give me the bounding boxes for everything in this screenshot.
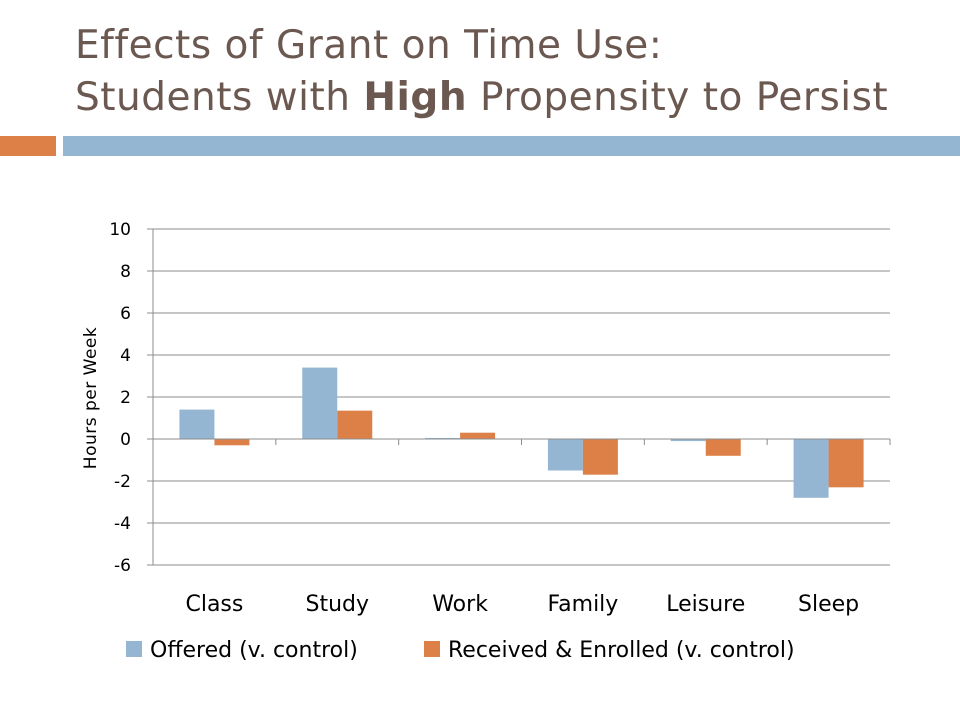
y-tick-label: 8 <box>120 262 131 282</box>
bar-offered-sleep <box>793 439 829 498</box>
x-category-label: Work <box>432 592 488 617</box>
bar-received-work <box>460 432 496 439</box>
bar-offered-leisure <box>670 439 706 442</box>
legend-label: Offered (v. control) <box>150 638 358 663</box>
bar-received-family <box>582 439 618 475</box>
legend-swatch <box>424 641 440 657</box>
x-category-label: Family <box>548 592 619 617</box>
y-tick-label: -2 <box>114 472 131 492</box>
title-line-1: Effects of Grant on Time Use: <box>75 23 663 68</box>
y-tick-label: 4 <box>120 346 131 366</box>
x-category-labels: Class Study Work Family Leisure Sleep <box>185 592 859 617</box>
bars <box>153 367 890 498</box>
x-category-label: Leisure <box>666 592 745 617</box>
slide-title: Effects of Grant on Time Use: Students w… <box>75 20 888 124</box>
bar-received-study <box>337 410 373 439</box>
y-tick-label: -6 <box>114 556 131 576</box>
y-tick-label: 6 <box>120 304 131 324</box>
title-line-2-suffix: Propensity to Persist <box>467 75 889 120</box>
y-tick-label: -4 <box>114 514 131 534</box>
legend-swatch <box>126 641 142 657</box>
title-line-2-bold: High <box>363 75 468 120</box>
title-accent-blue-bar <box>63 136 960 156</box>
bar-offered-study <box>302 367 338 439</box>
x-category-label: Class <box>185 592 243 617</box>
title-line-2-prefix: Students with <box>75 75 364 120</box>
axes <box>147 228 891 566</box>
y-axis-label: Hours per Week <box>81 327 101 469</box>
y-tick-label: 10 <box>109 220 131 240</box>
bar-offered-class <box>179 409 215 439</box>
x-category-label: Study <box>305 592 369 617</box>
bar-received-sleep <box>828 439 864 488</box>
legend: Offered (v. control) Received & Enrolled … <box>126 638 795 663</box>
y-tick-label: 2 <box>120 388 131 408</box>
legend-label: Received & Enrolled (v. control) <box>448 638 795 663</box>
y-tick-label: 0 <box>120 430 131 450</box>
title-line-2: Students with High Propensity to Persist <box>75 72 888 124</box>
x-category-label: Sleep <box>798 592 859 617</box>
bar-received-class <box>214 439 250 446</box>
gridlines <box>153 228 890 566</box>
bar-offered-family <box>547 439 583 471</box>
y-tick-labels: 10 8 6 4 2 0 -2 -4 -6 <box>109 220 131 576</box>
title-accent-orange-bar <box>0 136 56 156</box>
bar-received-leisure <box>705 439 741 456</box>
bar-offered-work <box>425 437 461 439</box>
